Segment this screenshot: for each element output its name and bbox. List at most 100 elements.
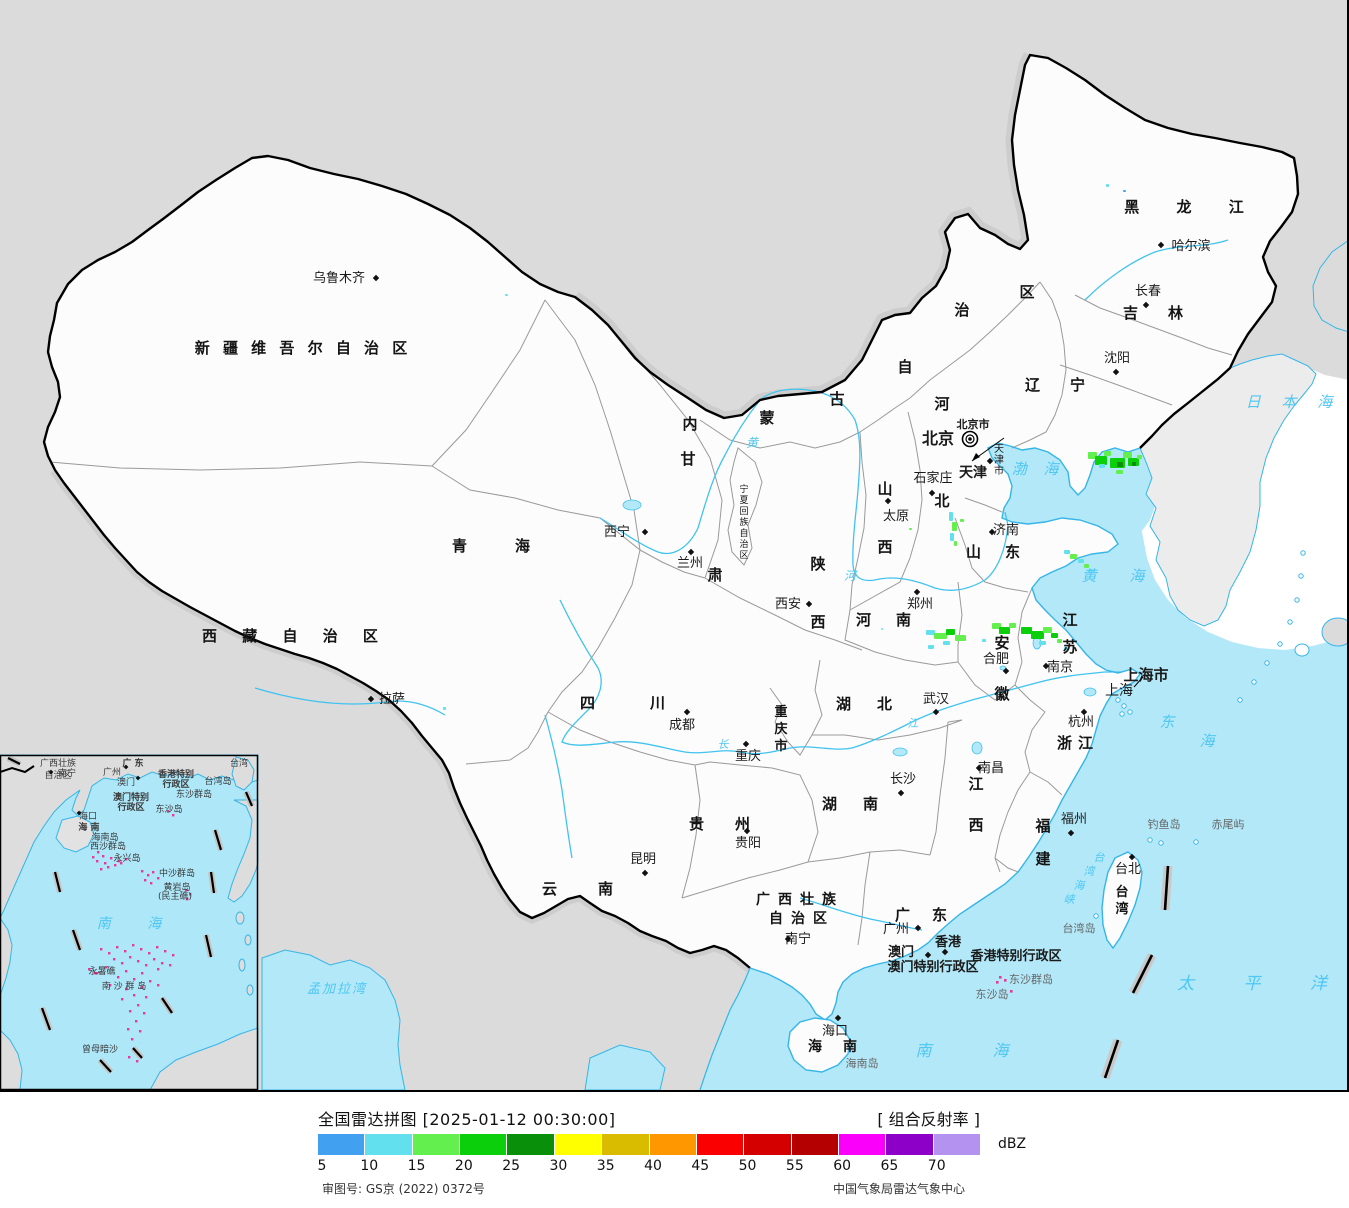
city-label: 南京 bbox=[1047, 659, 1073, 675]
inset-label: 黄岩岛 bbox=[163, 881, 190, 893]
island-label: 赤尾屿 bbox=[1212, 818, 1245, 831]
inset-islet-marker bbox=[96, 860, 99, 863]
province-label: 治 bbox=[954, 301, 969, 319]
legend-color-swatch bbox=[744, 1134, 791, 1155]
small-island bbox=[1298, 573, 1304, 579]
small-island bbox=[1287, 619, 1293, 625]
city-marker bbox=[986, 457, 994, 465]
province-label: 河南 bbox=[856, 611, 936, 629]
inset-islet-marker bbox=[118, 860, 121, 863]
inset-islet-marker bbox=[157, 968, 160, 971]
inset-islet-marker bbox=[161, 962, 164, 965]
inset-islet-marker bbox=[127, 1028, 130, 1031]
province-label: 贵州 bbox=[689, 815, 781, 833]
sea-label: 日 本 海 bbox=[1246, 393, 1341, 411]
city-label: 上海 bbox=[1105, 683, 1133, 699]
legend-color-swatch bbox=[791, 1134, 838, 1155]
island-label: 海南岛 bbox=[846, 1056, 879, 1070]
inset-label: 海 南 bbox=[78, 821, 99, 833]
inset-islet-marker bbox=[133, 978, 136, 981]
city-label: 乌鲁木齐 bbox=[313, 270, 365, 286]
city-label: 澳门特别行政区 bbox=[887, 959, 978, 975]
legend-color-swatch bbox=[838, 1134, 886, 1155]
city-label: 福州 bbox=[1061, 812, 1087, 827]
city-label: 香港特别行政区 bbox=[969, 948, 1061, 964]
city-marker bbox=[988, 528, 996, 536]
inset-islet-marker bbox=[113, 958, 116, 961]
city-marker bbox=[1002, 667, 1010, 675]
city-marker bbox=[924, 951, 932, 959]
inset-nine-dash-segment bbox=[53, 871, 62, 893]
main-pink-markers bbox=[996, 976, 1013, 993]
city-marker bbox=[683, 708, 691, 716]
inset-islet-marker bbox=[141, 870, 144, 873]
radar-echo bbox=[992, 623, 1001, 629]
small-island bbox=[1237, 697, 1243, 703]
vietnam-coastline bbox=[699, 967, 751, 1090]
province-label: 山东 bbox=[966, 543, 1044, 561]
inset-islet-marker bbox=[169, 964, 172, 967]
radar-echo bbox=[1064, 550, 1070, 554]
radar-echo bbox=[1088, 452, 1097, 459]
legend-tick: 70 bbox=[927, 1158, 946, 1174]
sea-label: 湾 bbox=[1084, 865, 1097, 878]
inset-islet-marker bbox=[141, 986, 144, 989]
province-label: 吉林 bbox=[1123, 304, 1213, 322]
sea-label: 河 bbox=[844, 569, 858, 583]
small-island bbox=[1251, 679, 1257, 685]
radar-echo bbox=[949, 512, 953, 521]
boundary-dashes bbox=[1100, 865, 1173, 1080]
inset-islet-marker bbox=[136, 1060, 139, 1063]
inset-islet-marker bbox=[157, 984, 160, 987]
small-island bbox=[1158, 840, 1164, 846]
legend-tick: 45 bbox=[691, 1158, 710, 1174]
zhejiang-coastal-water bbox=[1018, 684, 1142, 880]
inset-islet-marker bbox=[116, 946, 119, 949]
city-label: 台北 bbox=[1115, 862, 1141, 877]
inset-nine-dash-segment bbox=[99, 1059, 112, 1073]
legend-tick: 50 bbox=[738, 1158, 757, 1174]
radar-echo bbox=[1043, 627, 1052, 633]
province-label: 四川 bbox=[580, 694, 720, 712]
radar-echo bbox=[955, 635, 966, 641]
city-marker bbox=[805, 600, 813, 608]
small-island bbox=[1294, 597, 1300, 603]
nine-dash-segment bbox=[1131, 954, 1154, 994]
sea-label: 黄 海 bbox=[1082, 567, 1159, 585]
legend-color-swatch bbox=[886, 1134, 933, 1155]
legend-tick: 20 bbox=[454, 1158, 473, 1174]
inset-nine-dash-segment bbox=[132, 1047, 143, 1059]
radar-echoes bbox=[443, 184, 1142, 710]
province-label: 重庆市 bbox=[773, 704, 787, 754]
province-label: 海南 bbox=[808, 1038, 878, 1055]
inset-islet-marker bbox=[128, 1056, 131, 1059]
lakes bbox=[622, 499, 1097, 757]
inset-islet-marker bbox=[144, 879, 147, 882]
province-label: 自 bbox=[897, 358, 912, 376]
small-island bbox=[1193, 839, 1199, 845]
city-marker bbox=[641, 869, 649, 877]
city-marker bbox=[641, 528, 649, 536]
legend-tick: 55 bbox=[785, 1158, 804, 1174]
inset-label: 永暑礁 bbox=[88, 965, 115, 977]
legend-tick: 35 bbox=[596, 1158, 615, 1174]
jiangsu-coastal-water bbox=[1032, 588, 1150, 680]
inset-label: 海南岛 bbox=[91, 831, 118, 843]
inset-nine-dash-segment bbox=[209, 871, 216, 894]
province-label: 山西 bbox=[877, 480, 892, 556]
island-label: 钓鱼岛 bbox=[1148, 817, 1181, 831]
small-island bbox=[1264, 660, 1270, 666]
sea-label: 台 bbox=[1094, 851, 1106, 864]
inset-taiwan bbox=[231, 756, 255, 791]
province-label: 广西壮族 bbox=[756, 891, 844, 908]
inset-label: 行政区 bbox=[116, 801, 144, 813]
sea-label: 峡 bbox=[1064, 893, 1077, 906]
province-label: 湖南 bbox=[822, 795, 904, 813]
city-marker bbox=[743, 827, 751, 835]
city-label: 沈阳 bbox=[1104, 351, 1130, 366]
islet-marker bbox=[999, 976, 1002, 979]
inset-city-marker bbox=[135, 775, 141, 781]
city-marker bbox=[367, 695, 375, 703]
